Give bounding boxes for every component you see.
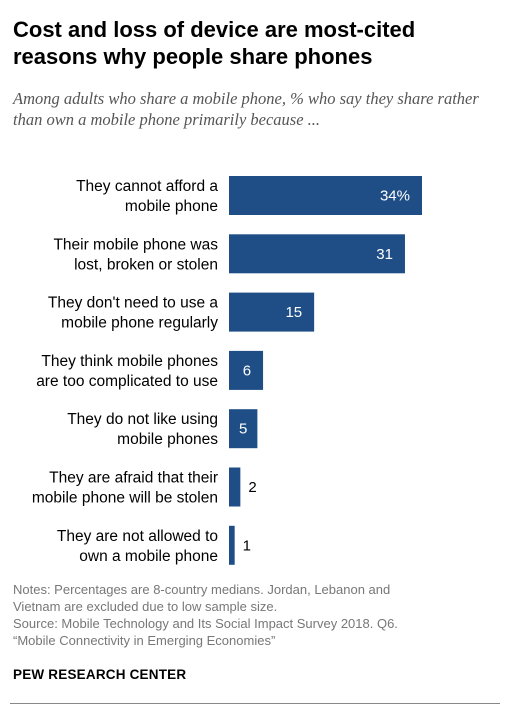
- category-label-3: They think mobile phones are too complica…: [36, 353, 218, 390]
- category-label-1: Their mobile phone was lost, broken or st…: [53, 236, 218, 273]
- bar-0: [229, 176, 422, 215]
- category-label-0: They cannot afford a mobile phone: [76, 178, 218, 215]
- bar-4: [229, 409, 258, 449]
- chart-notes: Notes: Percentages are 8-country medians…: [13, 581, 493, 649]
- category-label-2: They don't need to use a mobile phone reg…: [48, 295, 219, 332]
- value-label-3: 6: [243, 362, 251, 379]
- bar-6: [229, 525, 235, 565]
- bar-5: [229, 467, 241, 507]
- source-line-1: Source: Mobile Technology and Its Social…: [13, 616, 398, 631]
- chart-subtitle: Among adults who share a mobile phone, %…: [13, 89, 479, 129]
- category-label-5: They are afraid that their mobile phone w…: [32, 470, 218, 507]
- bar-3: [229, 350, 264, 390]
- bar-2: [229, 292, 315, 332]
- category-label-6: They are not allowed to own a mobile phon…: [57, 528, 218, 565]
- source-line-2: “Mobile Connectivity in Emerging Economi…: [13, 633, 276, 648]
- value-label-0: 34%: [380, 188, 410, 205]
- category-label-4: They do not like using mobile phones: [67, 411, 218, 448]
- value-label-5: 2: [248, 479, 256, 496]
- pew-logo-text: PEW RESEARCH CENTER: [13, 667, 187, 682]
- value-label-1: 31: [376, 246, 393, 263]
- bar-chart: They cannot afford a mobile phone 34% Their…: [32, 176, 422, 565]
- bottom-divider: [10, 703, 500, 704]
- value-label-4: 5: [239, 421, 247, 438]
- chart-title: Cost and loss of device are most-cited r…: [13, 17, 416, 69]
- notes-line-2: Vietnam are excluded due to low sample s…: [13, 599, 278, 614]
- value-label-6: 1: [243, 537, 251, 554]
- value-label-2: 15: [285, 304, 302, 321]
- notes-line-1: Notes: Percentages are 8-country medians…: [13, 582, 391, 597]
- bar-1: [229, 234, 405, 274]
